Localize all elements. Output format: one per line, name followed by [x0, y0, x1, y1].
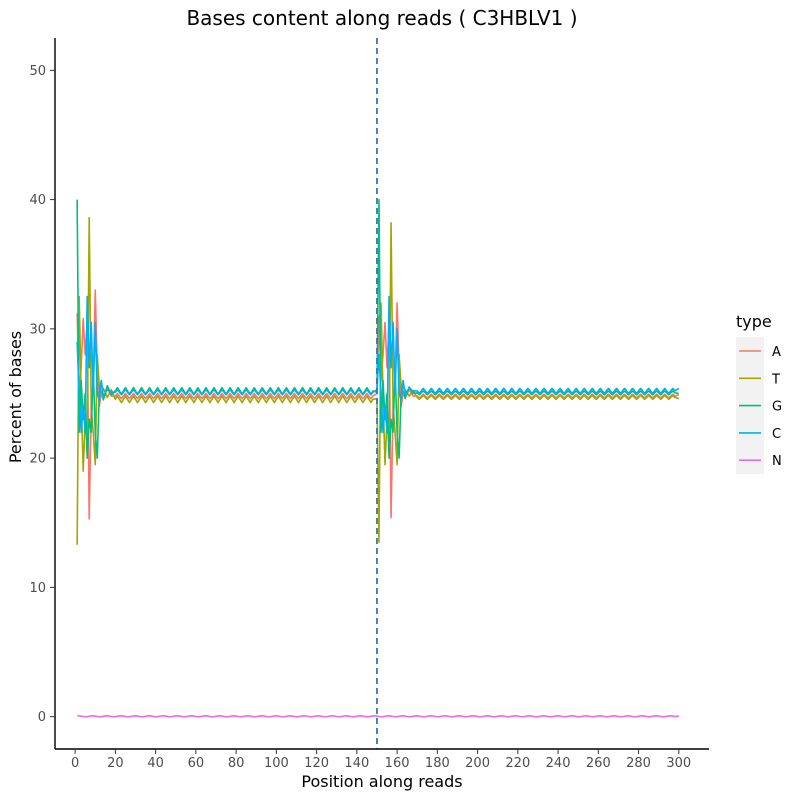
- x-tick-label: 280: [626, 756, 651, 771]
- x-tick-label: 0: [71, 756, 79, 771]
- y-tick-label: 10: [29, 581, 46, 596]
- x-axis-ticks: 0 20 40 60 80 100 120 140 160 180 200 220 240 260 280 3…: [71, 749, 691, 771]
- x-tick-label: 240: [546, 756, 571, 771]
- legend-label-A: A: [772, 345, 781, 360]
- x-tick-label: 260: [586, 756, 611, 771]
- x-tick-label: 100: [264, 756, 289, 771]
- series-line-C: [76, 295, 680, 434]
- chart-title: Bases content along reads ( C3HBLV1 ): [186, 6, 577, 30]
- y-axis-ticks: 0 10 20 30 40 50: [29, 64, 55, 725]
- x-tick-label: 200: [465, 756, 490, 771]
- x-tick-label: 180: [425, 756, 450, 771]
- x-tick-label: 140: [344, 756, 369, 771]
- x-tick-label: 160: [385, 756, 410, 771]
- legend-label-N: N: [772, 454, 782, 469]
- x-tick-label: 300: [666, 756, 691, 771]
- y-tick-label: 20: [29, 452, 46, 467]
- series-line-T: [76, 216, 680, 545]
- x-tick-label: 60: [188, 756, 205, 771]
- legend-label-C: C: [772, 427, 781, 442]
- x-tick-label: 40: [147, 756, 164, 771]
- plot-area: [76, 38, 680, 749]
- legend-title: type: [736, 312, 772, 331]
- y-tick-label: 50: [29, 64, 46, 79]
- x-tick-label: 220: [505, 756, 530, 771]
- y-axis-title: Percent of bases: [6, 331, 25, 463]
- x-tick-label: 20: [107, 756, 124, 771]
- y-tick-label: 0: [38, 710, 46, 725]
- legend-label-T: T: [771, 372, 780, 387]
- y-tick-label: 40: [29, 193, 46, 208]
- x-tick-label: 80: [228, 756, 245, 771]
- series-line-N: [76, 714, 679, 718]
- legend-label-G: G: [772, 400, 782, 415]
- x-tick-label: 120: [304, 756, 329, 771]
- x-axis-title: Position along reads: [301, 772, 462, 791]
- series-line-G: [76, 198, 679, 459]
- y-tick-label: 30: [29, 322, 46, 337]
